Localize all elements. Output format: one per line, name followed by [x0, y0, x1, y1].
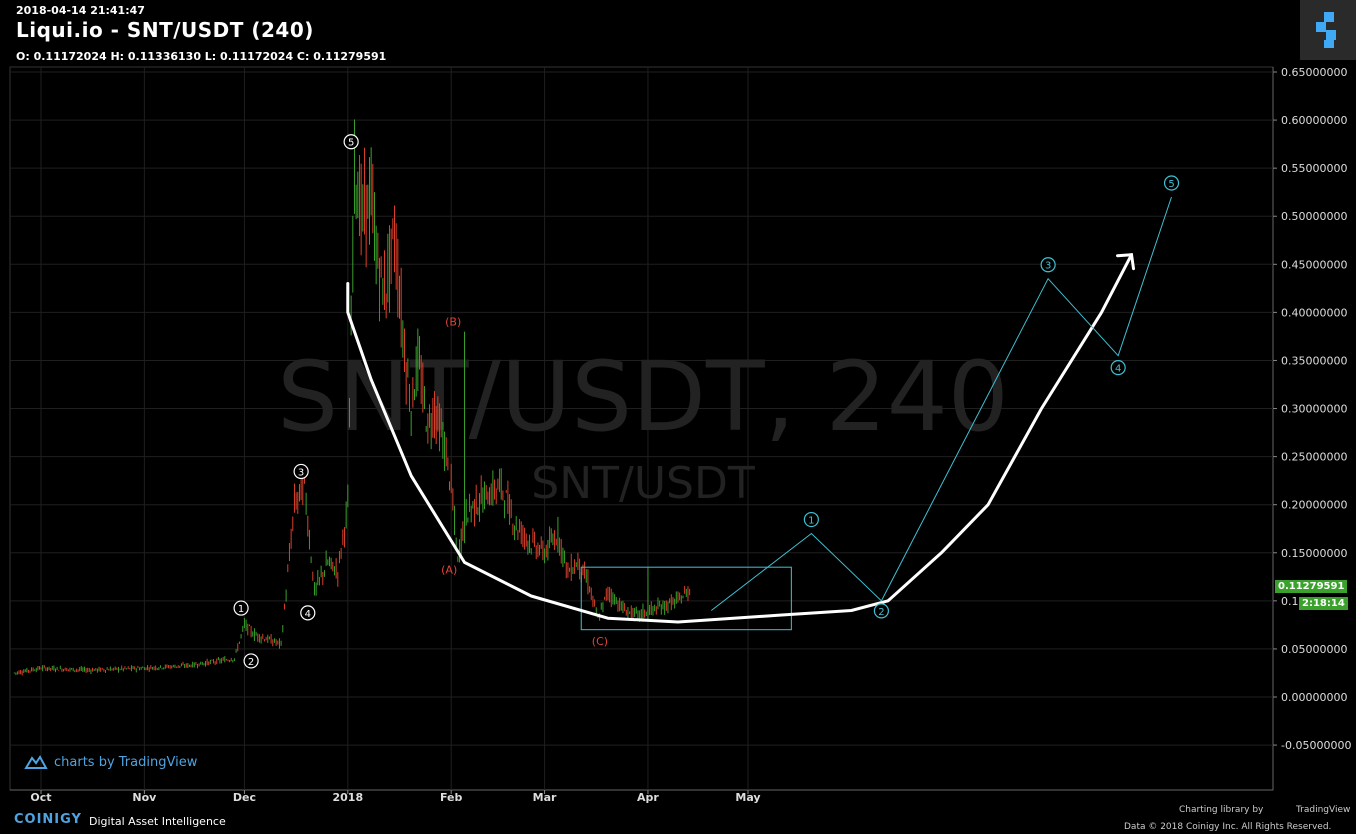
y-tick-label: 0.35000000	[1281, 354, 1347, 367]
impulse-wave-label[interactable]: 4	[300, 605, 316, 621]
y-tick-label: 0.25000000	[1281, 451, 1347, 464]
brand-tagline: Digital Asset Intelligence	[89, 815, 226, 828]
y-tick-label: 0.30000000	[1281, 403, 1347, 416]
y-tick-label: 0.05000000	[1281, 643, 1347, 656]
y-tick-label: 0.65000000	[1281, 66, 1347, 79]
watermark-main: SNT/USDT, 240	[277, 341, 1009, 453]
curve-arrowhead	[1116, 253, 1136, 271]
projected-wave-label[interactable]: 1	[803, 511, 819, 528]
impulse-wave-label[interactable]: 3	[293, 463, 309, 480]
y-tick-label: 0.15000000	[1281, 547, 1347, 560]
wave-circle	[1163, 175, 1180, 191]
rounding-bottom-curve[interactable]	[346, 253, 1133, 624]
y-tick-label: 0.55000000	[1281, 162, 1347, 175]
wave-circle	[243, 653, 259, 669]
wave-circle	[1110, 360, 1126, 376]
copyright-text: Data © 2018 Coinigy Inc. All Rights Rese…	[1124, 822, 1332, 832]
wave-circle	[233, 600, 249, 616]
x-tick-label: Mar	[533, 791, 557, 804]
price-series	[13, 119, 691, 676]
wave-circle	[343, 134, 359, 150]
y-tick-label: -0.05000000	[1281, 739, 1351, 752]
wave-number: 3	[1045, 261, 1051, 272]
wave-circle	[1040, 257, 1056, 273]
wave-circle	[873, 603, 889, 619]
wave-number: 5	[1168, 179, 1174, 190]
ohlc-readout: O: 0.11172024 H: 0.11336130 L: 0.1117202…	[16, 50, 387, 63]
y-tick-label: 0.50000000	[1281, 210, 1347, 223]
y-tick-label: 0.45000000	[1281, 258, 1347, 271]
y-tick-label: 0.60000000	[1281, 114, 1347, 127]
projected-wave-label[interactable]: 5	[1163, 175, 1180, 191]
wave-circle	[803, 511, 819, 528]
wave-circle	[293, 463, 309, 480]
chart-title: Liqui.io - SNT/USDT (240)	[16, 18, 314, 42]
coinigy-brand[interactable]: COINIGY	[14, 812, 82, 827]
projected-wave-path[interactable]	[711, 196, 1172, 611]
wave-number: 3	[298, 467, 304, 478]
x-tick-label: Oct	[30, 791, 51, 804]
y-tick-label: 0.20000000	[1281, 499, 1347, 512]
wave-number: 4	[305, 609, 311, 620]
correction-wave-label[interactable]: (A)	[441, 564, 457, 577]
tradingview-credit[interactable]: TradingView	[1296, 805, 1351, 815]
wave-number: 2	[878, 607, 884, 618]
projected-wave-label[interactable]: 2	[873, 603, 889, 619]
wave-number: 1	[808, 516, 814, 527]
x-tick-label: Nov	[132, 791, 157, 804]
x-tick-label: May	[735, 791, 760, 804]
bar-countdown-tag: 2:18:14	[1299, 597, 1348, 610]
last-price-tag: 0.11279591	[1275, 580, 1348, 593]
tradingview-cloud-icon	[24, 755, 48, 769]
correction-wave-label[interactable]: (B)	[445, 316, 461, 329]
wave-number: 5	[348, 138, 354, 149]
wave-number: 4	[1115, 364, 1121, 375]
x-tick-label: Dec	[233, 791, 256, 804]
projected-wave-label[interactable]: 4	[1110, 360, 1126, 376]
x-tick-label: Feb	[440, 791, 463, 804]
wave-number: 1	[238, 604, 244, 615]
y-tick-label: 0.40000000	[1281, 306, 1347, 319]
wave-circle	[300, 605, 316, 621]
watermark-sub: SNT/USDT	[531, 458, 755, 509]
x-tick-label: Apr	[637, 791, 659, 804]
wave-number: 2	[248, 657, 254, 668]
impulse-wave-label[interactable]: 2	[243, 653, 259, 669]
range-box[interactable]	[580, 566, 792, 631]
coinigy-logo-icon[interactable]	[1300, 0, 1356, 60]
impulse-wave-label[interactable]: 5	[343, 134, 359, 150]
tradingview-link[interactable]: charts by TradingView	[54, 755, 198, 770]
correction-wave-label[interactable]: (C)	[592, 635, 608, 648]
chart-timestamp: 2018-04-14 21:41:47	[16, 4, 145, 17]
impulse-wave-label[interactable]: 1	[233, 600, 249, 616]
charting-library-credit: Charting library by	[1179, 805, 1264, 815]
y-tick-label: 0.00000000	[1281, 691, 1347, 704]
projected-wave-label[interactable]: 3	[1040, 257, 1056, 273]
x-tick-label: 2018	[332, 791, 363, 804]
